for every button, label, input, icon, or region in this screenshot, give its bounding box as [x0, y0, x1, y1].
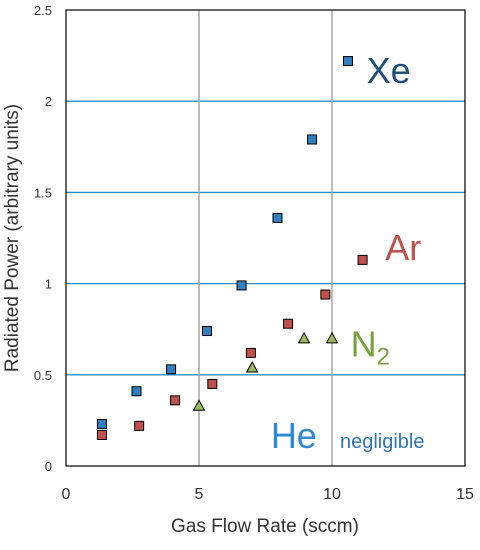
y-tick-label: 0.5	[34, 368, 52, 383]
n-point	[325, 331, 339, 344]
y-tick-label: 0	[45, 459, 52, 474]
gridlines	[66, 10, 465, 466]
ar-series-label: Ar	[385, 227, 421, 268]
xe-point	[96, 419, 107, 430]
x-axis-label: Gas Flow Rate (sccm)	[171, 516, 359, 537]
n-point	[192, 399, 206, 411]
xe-point	[131, 386, 142, 397]
n-point	[245, 360, 259, 373]
x-tick-label: 5	[195, 486, 204, 503]
y-tick-label: 1	[45, 277, 52, 292]
ar-point	[170, 395, 181, 406]
xe-point	[272, 212, 283, 223]
xe-point	[201, 326, 212, 337]
tick-labels: 0 0.5 1 1.5 2 2.5 0 5 10 15	[34, 3, 474, 503]
n-point	[297, 331, 311, 344]
ar-point	[357, 254, 368, 265]
x-tick-label: 0	[62, 486, 71, 503]
x-tick-label: 15	[456, 486, 474, 503]
negligible-annotation: negligible	[340, 431, 425, 453]
ar-point	[134, 420, 145, 431]
y-axis-label: Radiated Power (arbitrary units)	[2, 104, 23, 372]
he-annotation: He	[271, 415, 317, 456]
xe-series-label: Xe	[367, 50, 411, 91]
ar-point	[283, 318, 294, 329]
y-tick-label: 1.5	[34, 185, 52, 200]
xe-point	[307, 134, 318, 145]
plot-area-frame	[65, 9, 466, 467]
ar-point	[207, 378, 218, 389]
xe-point	[342, 56, 353, 67]
xe-point	[236, 280, 247, 291]
y-tick-label: 2	[45, 94, 52, 109]
ar-point	[96, 429, 107, 440]
data-markers	[96, 56, 368, 440]
y-tick-label: 2.5	[34, 3, 52, 18]
x-tick-label: 10	[323, 486, 341, 503]
ar-point	[245, 347, 256, 358]
xe-point	[166, 364, 177, 375]
ar-point	[320, 289, 331, 300]
